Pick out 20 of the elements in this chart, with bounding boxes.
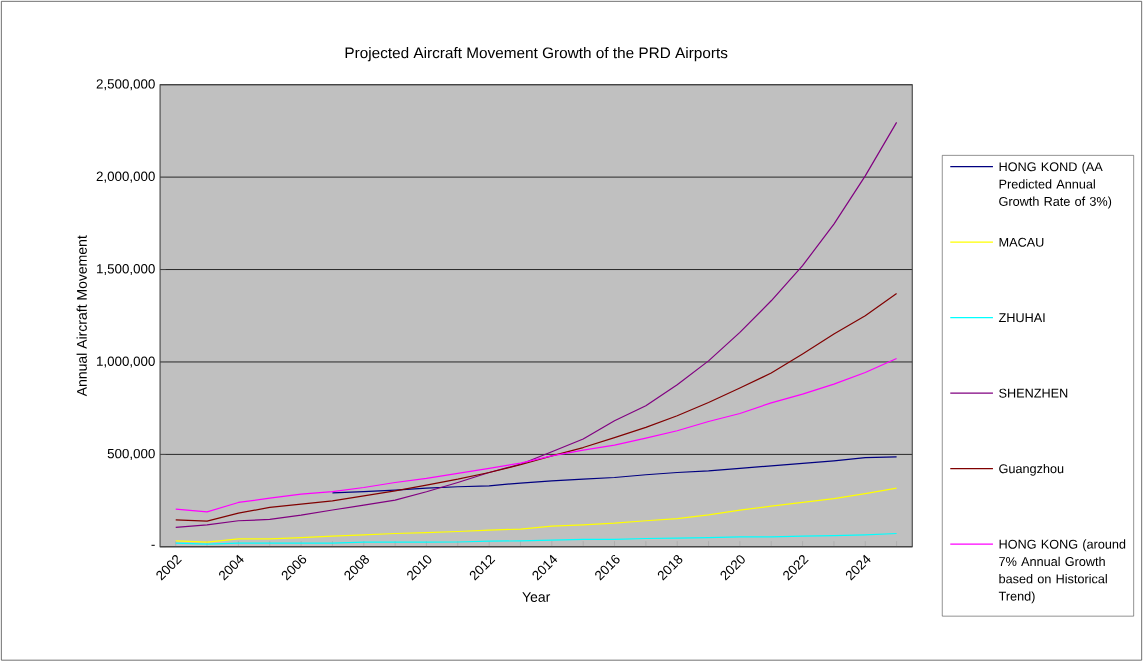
y-tick-label: 2,500,000	[96, 79, 155, 91]
line-series	[175, 358, 898, 513]
x-axis-title: Year	[522, 592, 551, 603]
line-series	[175, 293, 898, 522]
legend-label: MACAU	[999, 237, 1044, 247]
line-series	[331, 456, 898, 494]
chart-title: Projected Aircraft Movement Growth of the PRD Airports	[345, 47, 728, 62]
y-axis-title: Annual Aircraft Movement	[76, 235, 87, 397]
y-tick-label: 2,000,000	[96, 171, 155, 183]
y-tick-label: 500,000	[107, 449, 155, 461]
y-tick-label: -	[151, 545, 155, 547]
line-series	[175, 122, 898, 529]
legend-label: SHENZHEN	[999, 388, 1068, 398]
legend-label: HONG KONG (around 7% Annual Growth based on Historical Trend)	[998, 539, 1126, 604]
legend-label: HONG KOND (AA Predicted Annual Growth Rate of 3%)	[999, 162, 1112, 209]
legend-label: ZHUHAI	[998, 313, 1045, 323]
y-tick-label: 1,500,000	[97, 264, 155, 276]
y-tick-label: 1,000,000	[97, 356, 155, 368]
legend-label: Guangzhou	[999, 464, 1064, 476]
line-series	[175, 487, 898, 544]
